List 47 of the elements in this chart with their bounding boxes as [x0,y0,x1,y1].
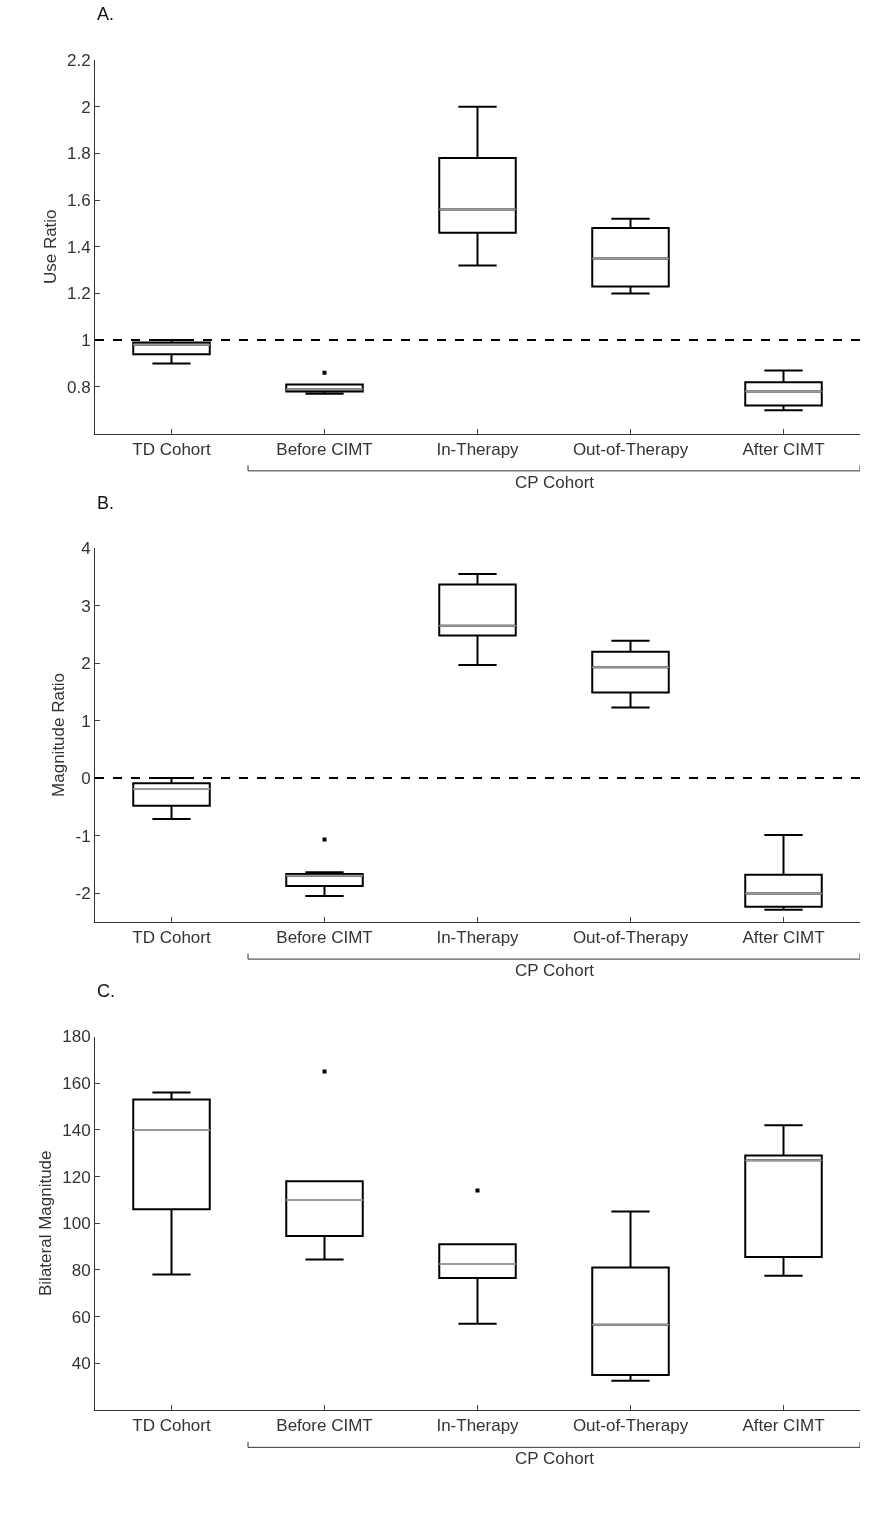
y-tick-label: 1.4 [66,237,91,257]
y-tick-label: 2.2 [66,50,91,70]
y-tick-label: 2 [81,97,91,117]
x-tick-label: In-Therapy [436,1416,520,1436]
y-tick-label: 80 [71,1260,91,1280]
y-tick-label: 180 [62,1027,91,1047]
x-tick-label: After CIMT [742,928,825,948]
x-tick-label: TD Cohort [132,1416,211,1436]
y-tick-label: 0.8 [66,377,91,397]
x-tick-label: Out-of-Therapy [572,1416,689,1436]
y-axis-title: Magnitude Ratio [49,673,69,797]
y-tick-label: -2 [75,883,91,903]
x-tick-label: In-Therapy [436,439,520,459]
y-tick-label: 3 [81,596,91,616]
x-tick-label: After CIMT [742,439,825,459]
y-tick-label: 1 [81,331,91,351]
x-tick-label: Before CIMT [276,439,373,459]
x-tick-label: Out-of-Therapy [572,928,689,948]
y-tick-label: 1.6 [66,191,91,211]
y-tick-label: 2 [81,654,91,674]
y-axis-title: Bilateral Magnitude [35,1150,55,1297]
x-tick-label: After CIMT [742,1416,825,1436]
y-tick-label: 0 [81,769,91,789]
y-tick-label: 120 [62,1167,91,1187]
chart-title: C. [97,981,115,1001]
y-axis-title: Use Ratio [40,209,60,285]
text: CP Cohort [515,961,595,980]
x-tick-label: Before CIMT [276,928,373,948]
x-tick-label: Before CIMT [276,1416,373,1436]
x-tick-label: TD Cohort [132,928,211,948]
y-tick-label: 1.8 [66,144,91,164]
text: CP Cohort [515,473,595,492]
y-tick-label: 40 [71,1354,91,1374]
x-tick-label: Out-of-Therapy [572,439,689,459]
y-tick-label: 140 [62,1120,91,1140]
y-tick-label: 100 [62,1214,91,1234]
y-tick-label: 1 [81,711,91,731]
y-tick-label: 4 [81,539,91,559]
chart-title: B. [97,493,115,513]
y-tick-label: -1 [75,826,91,846]
y-tick-label: 1.2 [66,284,91,304]
text: CP Cohort [515,1449,595,1468]
x-tick-label: In-Therapy [436,928,520,948]
x-tick-label: TD Cohort [132,439,211,459]
y-tick-label: 160 [62,1074,91,1094]
chart-title: A. [97,4,115,24]
y-tick-label: 60 [71,1307,91,1327]
